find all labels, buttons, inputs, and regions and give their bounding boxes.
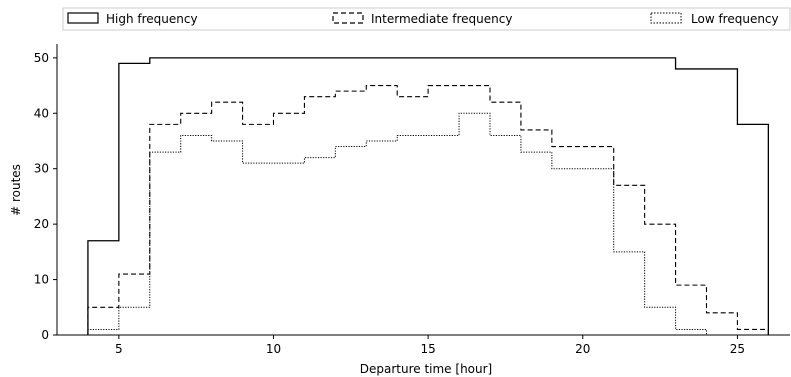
series-line-dashed xyxy=(87,85,769,335)
x-axis-ticks: 5 10 15 20 25 xyxy=(115,335,745,356)
y-tick-label: 30 xyxy=(34,162,49,176)
legend-frame xyxy=(62,7,791,31)
legend-swatch-low xyxy=(650,12,682,24)
legend-swatch-high xyxy=(67,12,99,24)
y-axis-label: # routes xyxy=(9,164,23,216)
legend-label-intermediate: Intermediate frequency xyxy=(371,12,512,26)
legend-item-high: High frequency xyxy=(67,12,198,26)
legend-swatch-intermediate xyxy=(332,12,364,24)
x-tick-label: 20 xyxy=(575,342,590,356)
series-line-dotted xyxy=(87,112,769,336)
y-axis-ticks: 0 10 20 30 40 50 xyxy=(34,51,57,342)
x-tick-label: 25 xyxy=(730,342,745,356)
series-line-solid xyxy=(87,57,769,335)
x-tick-label: 10 xyxy=(266,342,281,356)
x-tick-label: 15 xyxy=(420,342,435,356)
legend: High frequency Intermediate frequency Lo… xyxy=(62,7,791,31)
legend-item-intermediate: Intermediate frequency xyxy=(332,12,512,26)
series-layer xyxy=(87,57,769,336)
x-axis-label: Departure time [hour] xyxy=(360,362,492,376)
legend-label-low: Low frequency xyxy=(691,12,779,26)
y-tick-label: 40 xyxy=(34,106,49,120)
legend-item-low: Low frequency xyxy=(650,12,779,26)
y-tick-label: 10 xyxy=(34,273,49,287)
y-tick-label: 0 xyxy=(41,328,49,342)
legend-label-high: High frequency xyxy=(106,12,198,26)
y-tick-label: 50 xyxy=(34,51,49,65)
y-tick-label: 20 xyxy=(34,217,49,231)
x-tick-label: 5 xyxy=(115,342,123,356)
